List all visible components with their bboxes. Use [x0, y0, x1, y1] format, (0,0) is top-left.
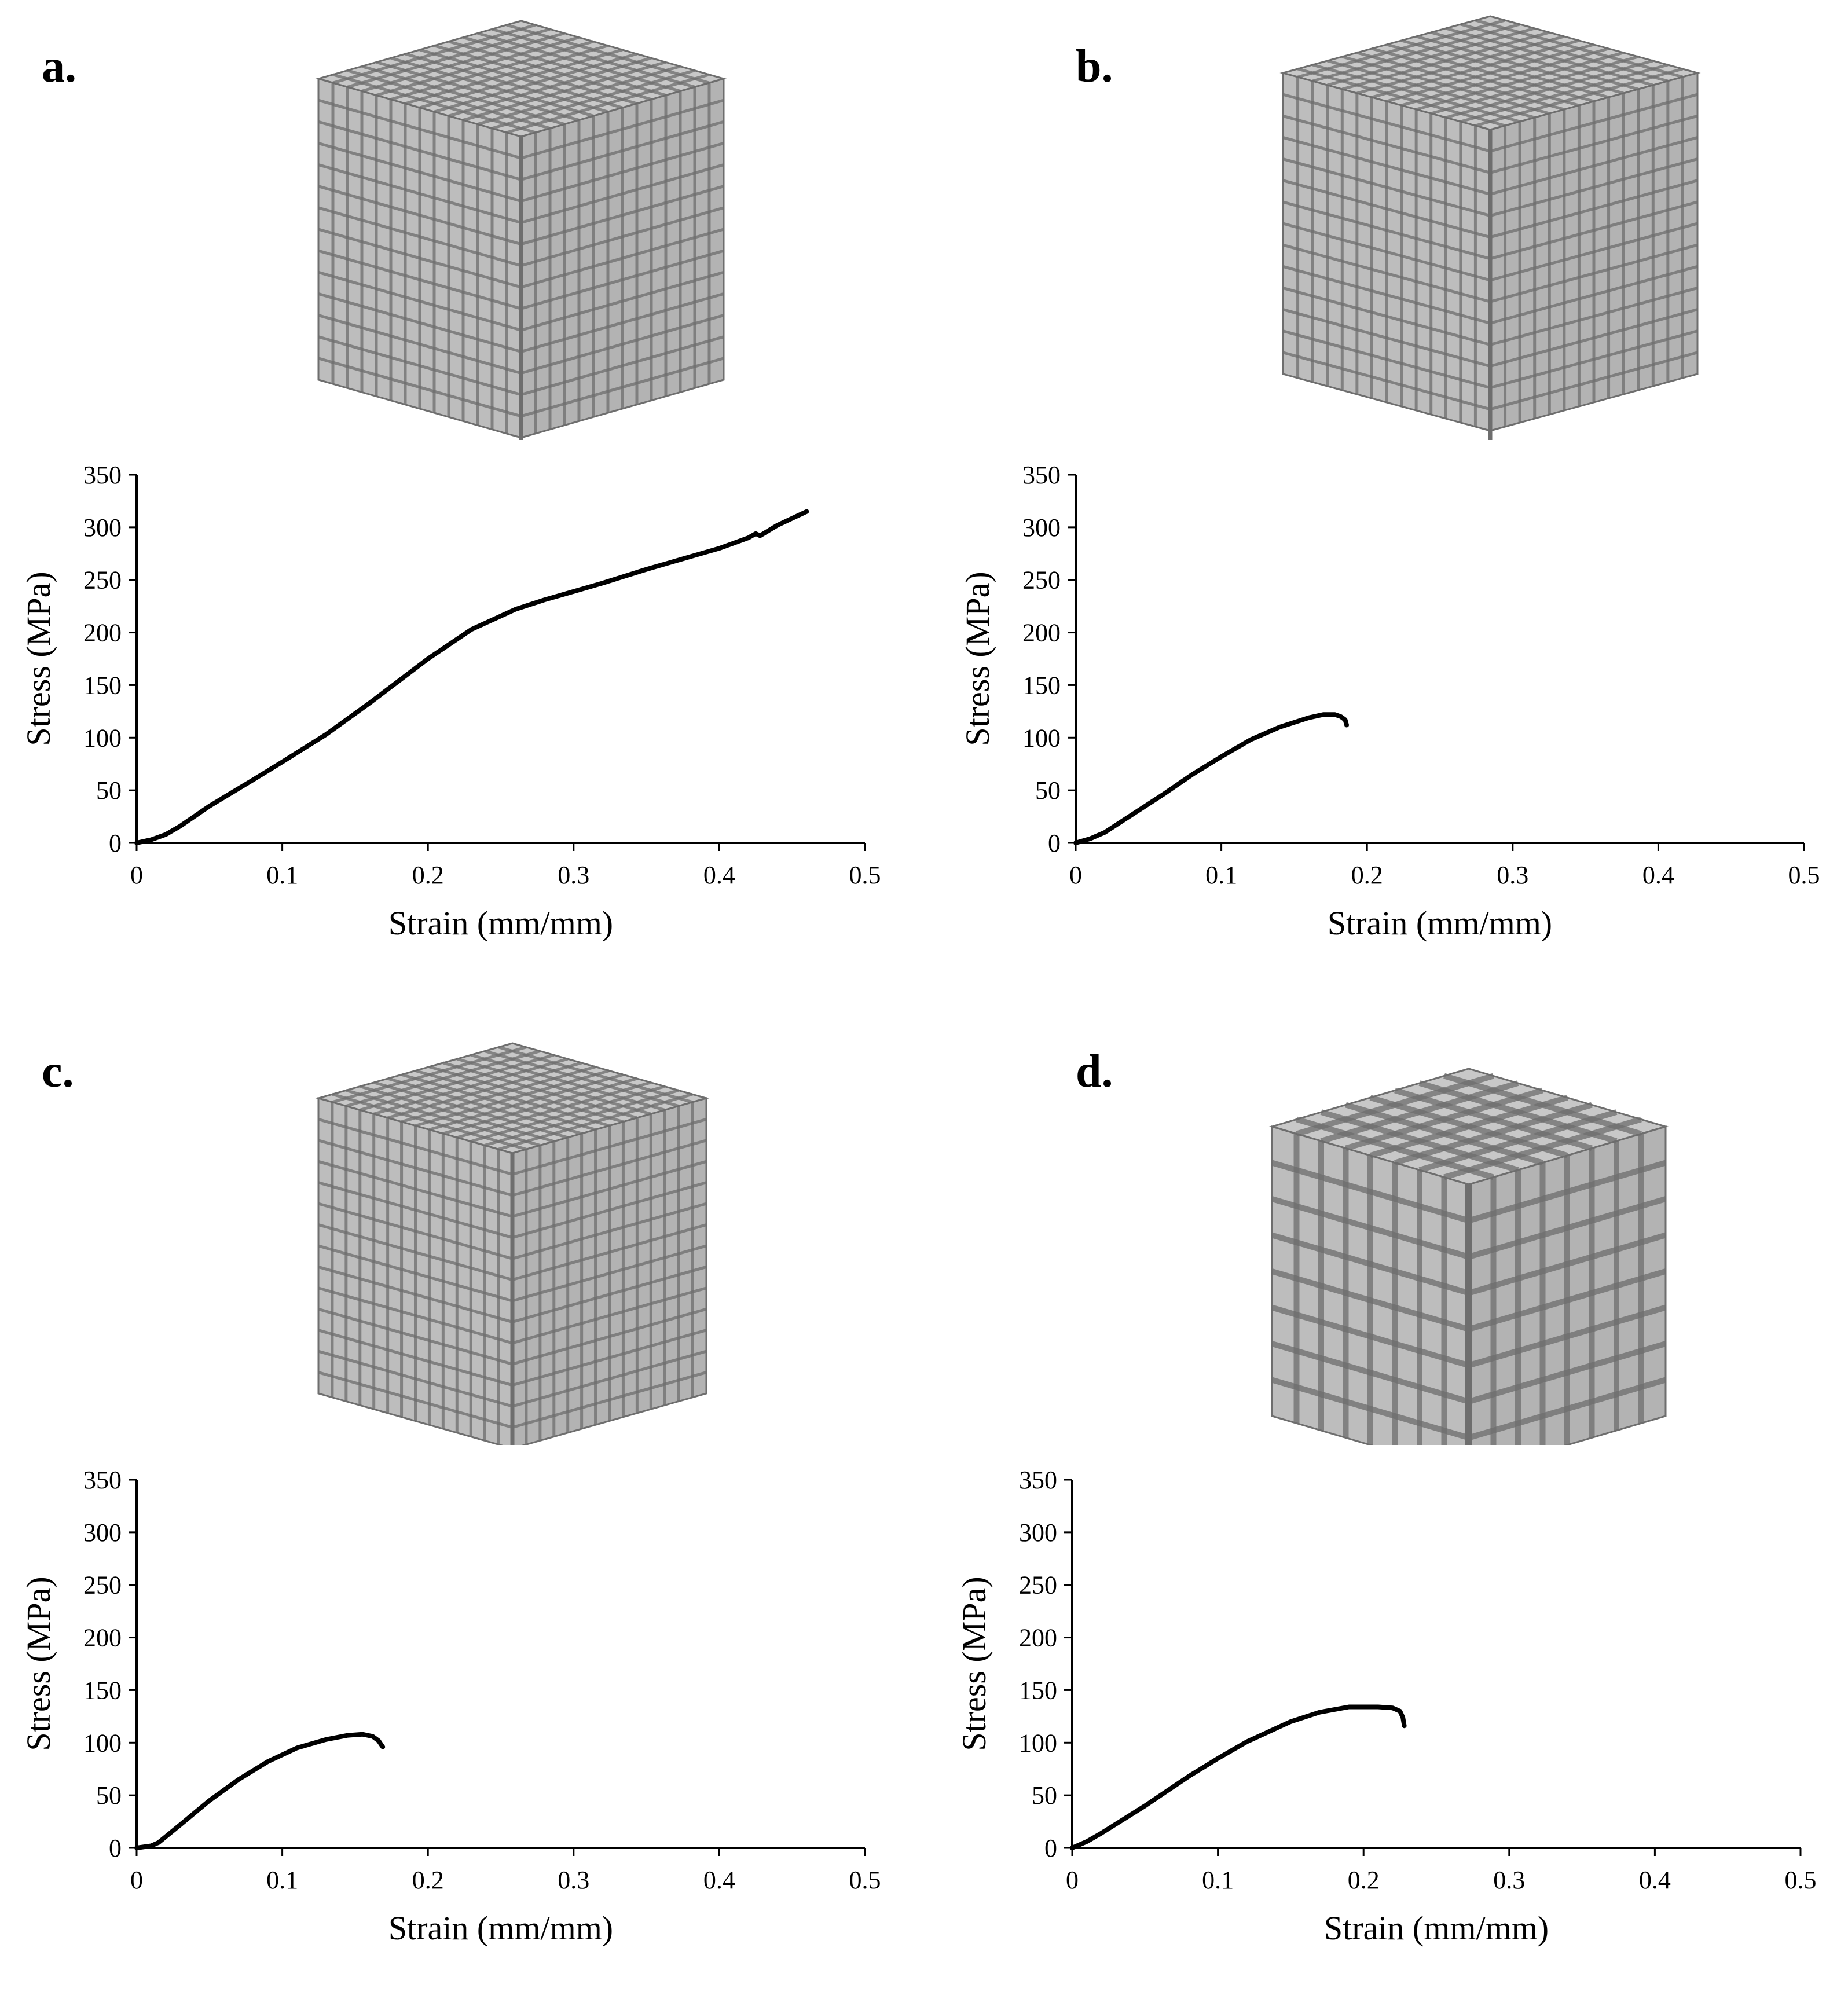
y-tick-label: 0 — [109, 829, 122, 857]
y-tick-label: 250 — [1022, 566, 1061, 595]
panel-a: a. 0 50 100 150 200 250 300 350 0 0.1 0.2 0.3 0.4 0.5… — [0, 0, 924, 1005]
y-tick-label: 50 — [1032, 1781, 1057, 1810]
y-axis-label: Stress (MPa) — [20, 1576, 57, 1751]
y-tick-label: 300 — [83, 1518, 122, 1547]
lattice-cube-a — [315, 20, 727, 440]
panel-b: b. 0 50 100 150 200 250 300 350 0 0.1 0.2 0.3 0.4 0.5… — [924, 0, 1848, 1005]
x-tick-label: 0.3 — [558, 861, 589, 889]
x-tick-label: 0.5 — [849, 1866, 881, 1894]
series-line-d — [1070, 1704, 1407, 1850]
y-tick-label: 50 — [1035, 776, 1061, 805]
y-tick-label: 250 — [83, 1571, 122, 1600]
y-tick-label: 350 — [1019, 1466, 1057, 1494]
x-tick-label: 0.4 — [703, 861, 735, 889]
x-tick-label: 0.5 — [1785, 1866, 1817, 1894]
panel-label: c. — [42, 1046, 74, 1097]
x-tick-label: 0.1 — [266, 1866, 298, 1894]
y-tick-label: 300 — [83, 513, 122, 542]
y-tick-label: 50 — [96, 1781, 122, 1810]
y-tick-label: 150 — [83, 1676, 122, 1704]
series-line-a — [134, 509, 809, 845]
panel-label: d. — [1076, 1046, 1113, 1097]
panel-label: a. — [42, 41, 76, 92]
y-tick-label: 0 — [109, 1834, 122, 1862]
x-tick-label: 0.3 — [1497, 861, 1528, 889]
panel-c: c. 0 50 100 150 200 250 300 350 0 0.1 0.2 0.3 0.4 0.5… — [0, 1005, 924, 2010]
x-tick-label: 0.2 — [1351, 861, 1383, 889]
y-tick-label: 250 — [83, 566, 122, 595]
y-tick-label: 300 — [1019, 1518, 1057, 1547]
panel-d: d. 0 50 100 150 200 250 300 350 0 0.1 0.2 0.3 0.4 0.5… — [924, 1005, 1848, 2010]
y-axis-label: Stress (MPa) — [20, 571, 57, 746]
y-tick-label: 250 — [1019, 1571, 1057, 1600]
lattice-cube-body — [315, 20, 727, 440]
x-tick-label: 0.2 — [1348, 1866, 1380, 1894]
x-tick-label: 0.1 — [266, 861, 298, 889]
y-tick-label: 0 — [1044, 1834, 1057, 1862]
x-axis-label: Strain (mm/mm) — [1328, 904, 1552, 942]
x-tick-label: 0.3 — [558, 1866, 589, 1894]
y-tick-label: 350 — [83, 461, 122, 489]
y-tick-label: 100 — [83, 724, 122, 752]
stress-strain-chart-a: 0 50 100 150 200 250 300 350 0 0.1 0.2 0.3 0.4 0.5 Str… — [20, 461, 881, 942]
x-tick-label: 0.4 — [703, 1866, 735, 1894]
y-axis-label: Stress (MPa) — [955, 1576, 993, 1751]
y-tick-label: 100 — [1019, 1729, 1057, 1757]
lattice-cube-d — [1268, 1068, 1669, 1445]
y-tick-label: 200 — [83, 619, 122, 647]
x-tick-label: 0.2 — [412, 861, 444, 889]
stress-strain-chart-b: 0 50 100 150 200 250 300 350 0 0.1 0.2 0.3 0.4 0.5 Str… — [959, 461, 1820, 942]
y-axis-label: Stress (MPa) — [959, 571, 996, 746]
x-tick-label: 0 — [130, 861, 143, 889]
y-tick-label: 350 — [83, 1466, 122, 1494]
x-tick-label: 0 — [1066, 1866, 1079, 1894]
lattice-cube-c — [315, 1042, 710, 1445]
x-axis-label: Strain (mm/mm) — [1324, 1909, 1549, 1947]
y-tick-label: 200 — [83, 1624, 122, 1652]
x-tick-label: 0.5 — [849, 861, 881, 889]
y-tick-label: 0 — [1048, 829, 1061, 857]
x-tick-label: 0.1 — [1202, 1866, 1234, 1894]
series-line-b — [1073, 712, 1349, 845]
y-tick-label: 100 — [83, 1729, 122, 1757]
lattice-cube-body — [1279, 15, 1701, 440]
series-line-c — [134, 1732, 386, 1850]
x-tick-label: 0.4 — [1642, 861, 1674, 889]
lattice-cube-body — [315, 1042, 710, 1445]
y-tick-label: 150 — [1022, 671, 1061, 699]
x-tick-label: 0.5 — [1788, 861, 1820, 889]
y-tick-label: 50 — [96, 776, 122, 805]
x-tick-label: 0.1 — [1205, 861, 1237, 889]
y-tick-label: 200 — [1019, 1624, 1057, 1652]
x-axis-label: Strain (mm/mm) — [388, 1909, 613, 1947]
panel-label: b. — [1076, 41, 1113, 92]
y-tick-label: 350 — [1022, 461, 1061, 489]
x-tick-label: 0.4 — [1639, 1866, 1671, 1894]
y-tick-label: 100 — [1022, 724, 1061, 752]
x-tick-label: 0.2 — [412, 1866, 444, 1894]
y-tick-label: 200 — [1022, 619, 1061, 647]
y-tick-label: 150 — [83, 671, 122, 699]
lattice-cube-b — [1279, 15, 1701, 440]
x-tick-label: 0 — [1069, 861, 1082, 889]
stress-strain-chart-c: 0 50 100 150 200 250 300 350 0 0.1 0.2 0.3 0.4 0.5 Str… — [20, 1466, 881, 1947]
x-tick-label: 0 — [130, 1866, 143, 1894]
x-axis-label: Strain (mm/mm) — [388, 904, 613, 942]
lattice-cube-body — [1268, 1068, 1669, 1445]
stress-strain-chart-d: 0 50 100 150 200 250 300 350 0 0.1 0.2 0.3 0.4 0.5 Str… — [955, 1466, 1817, 1947]
x-tick-label: 0.3 — [1493, 1866, 1525, 1894]
y-tick-label: 300 — [1022, 513, 1061, 542]
y-tick-label: 150 — [1019, 1676, 1057, 1704]
